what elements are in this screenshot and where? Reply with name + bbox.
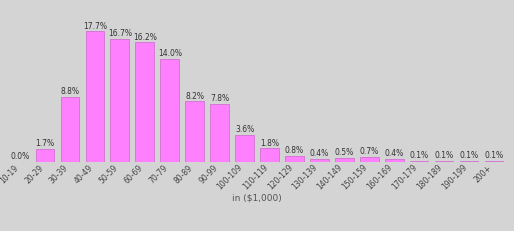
Text: 1.7%: 1.7% — [35, 140, 54, 149]
Text: 16.2%: 16.2% — [133, 33, 157, 42]
Bar — [485, 161, 503, 162]
Text: 0.5%: 0.5% — [335, 148, 354, 157]
Bar — [135, 42, 154, 162]
Bar — [160, 58, 179, 162]
Bar — [435, 161, 453, 162]
Text: 16.7%: 16.7% — [108, 29, 132, 38]
Text: 1.8%: 1.8% — [260, 139, 279, 148]
Bar — [235, 135, 254, 162]
Text: 8.2%: 8.2% — [185, 91, 204, 100]
Text: 0.1%: 0.1% — [460, 151, 479, 160]
Text: 0.1%: 0.1% — [484, 151, 503, 160]
Text: 0.7%: 0.7% — [360, 147, 379, 156]
Text: 0.4%: 0.4% — [384, 149, 404, 158]
Bar — [335, 158, 354, 162]
Bar — [410, 161, 429, 162]
Text: 0.1%: 0.1% — [410, 151, 429, 160]
Bar — [460, 161, 479, 162]
Text: 8.8%: 8.8% — [61, 87, 80, 96]
Bar — [360, 157, 379, 162]
Bar — [85, 31, 104, 162]
Bar — [385, 159, 403, 162]
Bar — [310, 159, 328, 162]
Bar — [210, 104, 229, 162]
Bar — [260, 149, 279, 162]
Bar — [186, 101, 204, 162]
X-axis label: in ($1,000): in ($1,000) — [232, 193, 282, 202]
Text: 0.0%: 0.0% — [10, 152, 30, 161]
Bar — [61, 97, 79, 162]
Text: 0.1%: 0.1% — [434, 151, 453, 160]
Text: 14.0%: 14.0% — [158, 49, 182, 58]
Text: 0.4%: 0.4% — [310, 149, 329, 158]
Bar — [111, 39, 129, 162]
Text: 3.6%: 3.6% — [235, 125, 254, 134]
Bar — [285, 156, 304, 162]
Text: 0.8%: 0.8% — [285, 146, 304, 155]
Text: 17.7%: 17.7% — [83, 21, 107, 30]
Bar — [35, 149, 54, 162]
Text: 7.8%: 7.8% — [210, 94, 229, 103]
